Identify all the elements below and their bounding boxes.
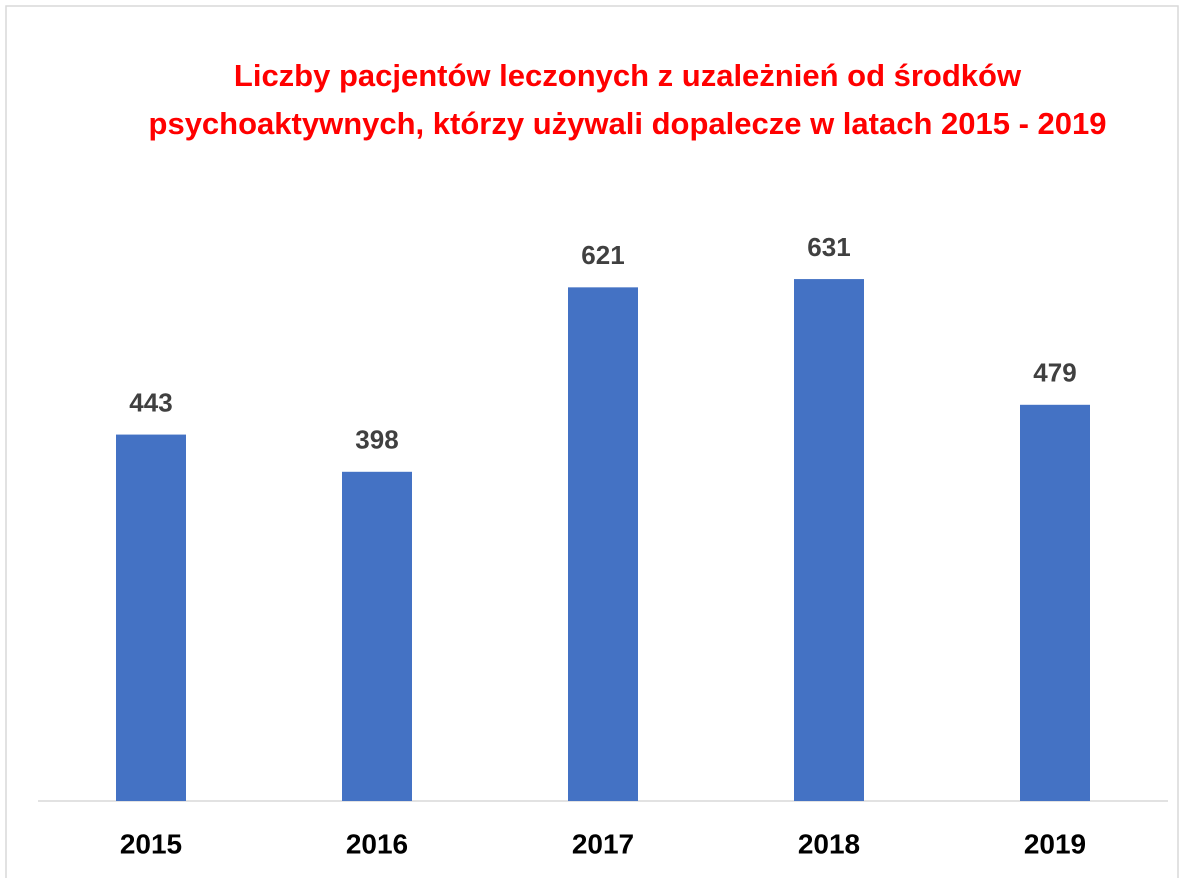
value-label: 398	[355, 425, 398, 455]
value-label: 443	[129, 387, 172, 417]
x-tick-label: 2016	[346, 828, 408, 859]
bar	[116, 434, 186, 801]
bar	[794, 279, 864, 801]
chart-border	[5, 5, 1179, 878]
x-tick-label: 2018	[798, 828, 860, 859]
value-label: 621	[581, 240, 624, 270]
x-tick-label: 2015	[120, 828, 182, 859]
bar	[568, 287, 638, 801]
x-tick-label: 2019	[1024, 828, 1086, 859]
x-tick-label: 2017	[572, 828, 634, 859]
chart-title: Liczby pacjentów leczonych z uzależnień …	[148, 58, 1107, 141]
value-label: 479	[1033, 358, 1076, 388]
value-label: 631	[807, 232, 850, 262]
bar	[342, 471, 412, 801]
bar	[1020, 404, 1090, 801]
